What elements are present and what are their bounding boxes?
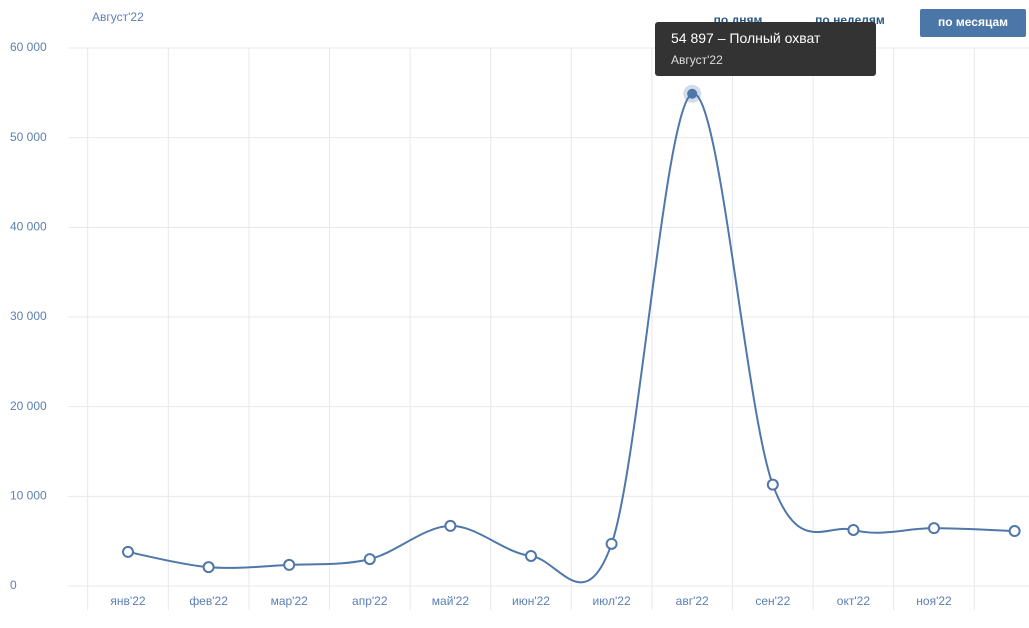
- point: [525, 549, 537, 562]
- x-tick-label: янв'22: [110, 594, 145, 608]
- y-tick-label: 50 000: [10, 130, 47, 144]
- grid: 0 10 000 20 000 30 000 40 000 50 000 60 000 янв…: [10, 40, 1029, 610]
- tooltip-series: Полный охват: [729, 30, 821, 46]
- y-tick-label: 0: [10, 578, 17, 592]
- point: [766, 478, 779, 491]
- point: [1008, 525, 1021, 538]
- point: [122, 545, 134, 558]
- button-active[interactable]: [920, 9, 1026, 37]
- y-tick-label: 20 000: [10, 399, 47, 413]
- point: [283, 558, 296, 571]
- tooltip-line: 54 897 – Полный охват: [671, 30, 821, 46]
- y-tick-label: 10 000: [10, 489, 47, 503]
- point: [202, 561, 215, 574]
- point: [847, 523, 860, 536]
- separator: –: [714, 30, 730, 46]
- x-tick-label: авг'22: [676, 594, 709, 608]
- tooltip-box: [655, 22, 876, 76]
- x-tick-label: мар'22: [271, 594, 309, 608]
- x-tick-label: ноя'22: [916, 594, 952, 608]
- x-tick-label: июн'22: [512, 594, 550, 608]
- point-active: [687, 88, 698, 99]
- point: [605, 537, 618, 550]
- point: [928, 522, 940, 535]
- button[interactable]: по месяцам: [938, 15, 1008, 29]
- tooltip: 54 897 – Полный охват Август'22: [655, 22, 876, 76]
- x-tick-label: фев'22: [189, 594, 228, 608]
- chart-subtitle: Август'22: [92, 10, 144, 24]
- y-tick-label: 30 000: [10, 309, 47, 323]
- plot: [122, 84, 1021, 584]
- point: [363, 553, 376, 566]
- x-tick-label: май'22: [432, 594, 470, 608]
- x-tick-label: сен'22: [755, 594, 790, 608]
- tooltip-period: Август'22: [671, 53, 723, 67]
- x-tick-label: апр'22: [352, 594, 388, 608]
- y-tick-label: 40 000: [10, 220, 47, 234]
- y-tick-label: 60 000: [10, 40, 47, 54]
- point: [444, 519, 457, 532]
- line: [127, 92, 1015, 584]
- tooltip-value: 54 897: [671, 30, 714, 46]
- x-tick-label: окт'22: [837, 594, 871, 608]
- x-tick-label: июл'22: [593, 594, 631, 608]
